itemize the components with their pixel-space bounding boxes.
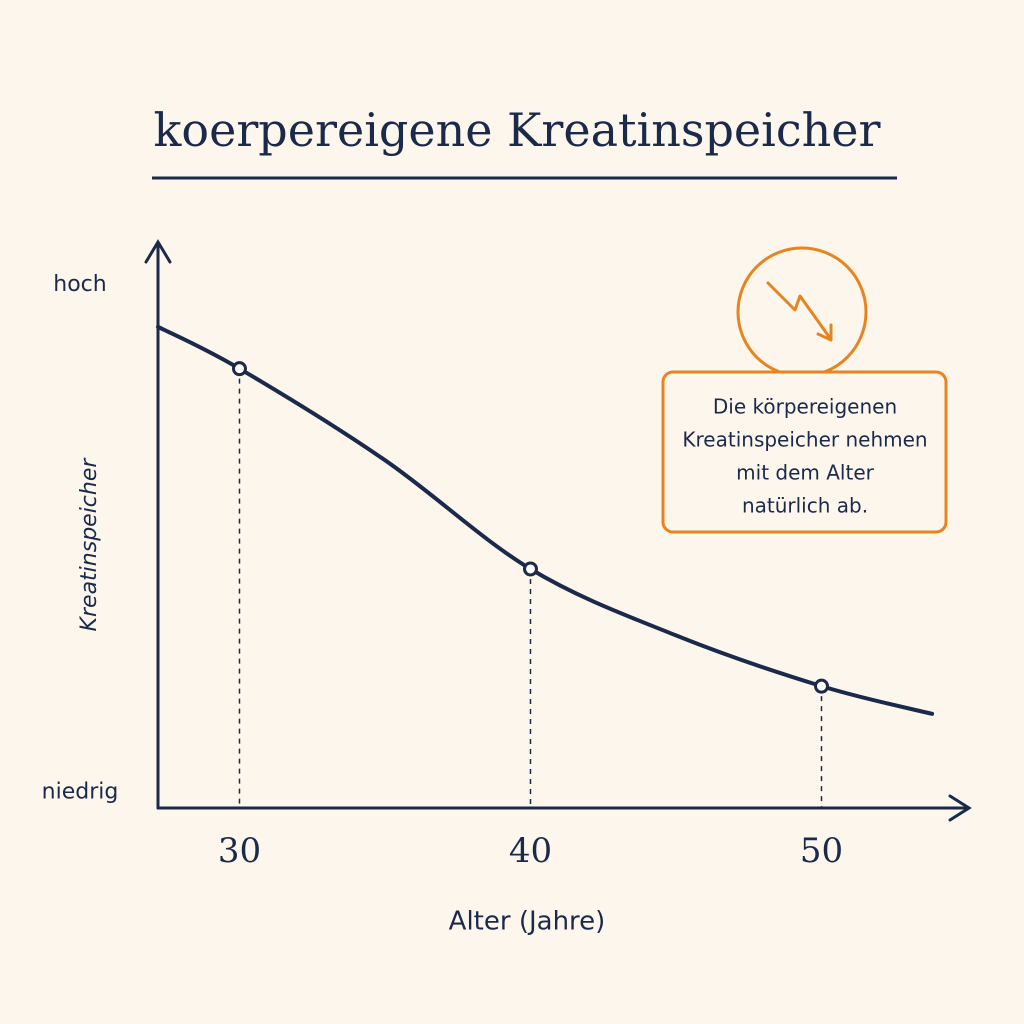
point-marker: [522, 561, 538, 577]
annotation: Die körpereigenen Kreatinspeicher nehmen m…: [661, 246, 948, 534]
point-marker: [813, 678, 829, 694]
x-tick-label: 50: [800, 831, 843, 871]
x-tick-label: 40: [509, 831, 552, 871]
x-axis: [156, 794, 972, 822]
annotation-text: Kreatinspeicher nehmen: [682, 428, 927, 452]
y-axis-label: Kreatinspeicher: [77, 457, 102, 632]
x-tick-label: 30: [218, 831, 261, 871]
y-tick-label: niedrig: [42, 779, 119, 804]
annotation-text: Die körpereigenen: [713, 395, 897, 419]
annotation-icon-arrow: [766, 281, 833, 342]
chart-title: koerpereigene Kreatinspeicher: [154, 103, 881, 157]
annotation-text: mit dem Alter: [736, 461, 874, 485]
annotation-icon-circle: [736, 246, 868, 378]
y-axis: [144, 239, 172, 810]
annotation-text: natürlich ab.: [742, 494, 868, 518]
point-marker: [231, 361, 247, 377]
y-tick-label: hoch: [53, 272, 106, 297]
annotation-box: [661, 370, 948, 534]
x-axis-label: Alter (Jahre): [449, 907, 606, 937]
